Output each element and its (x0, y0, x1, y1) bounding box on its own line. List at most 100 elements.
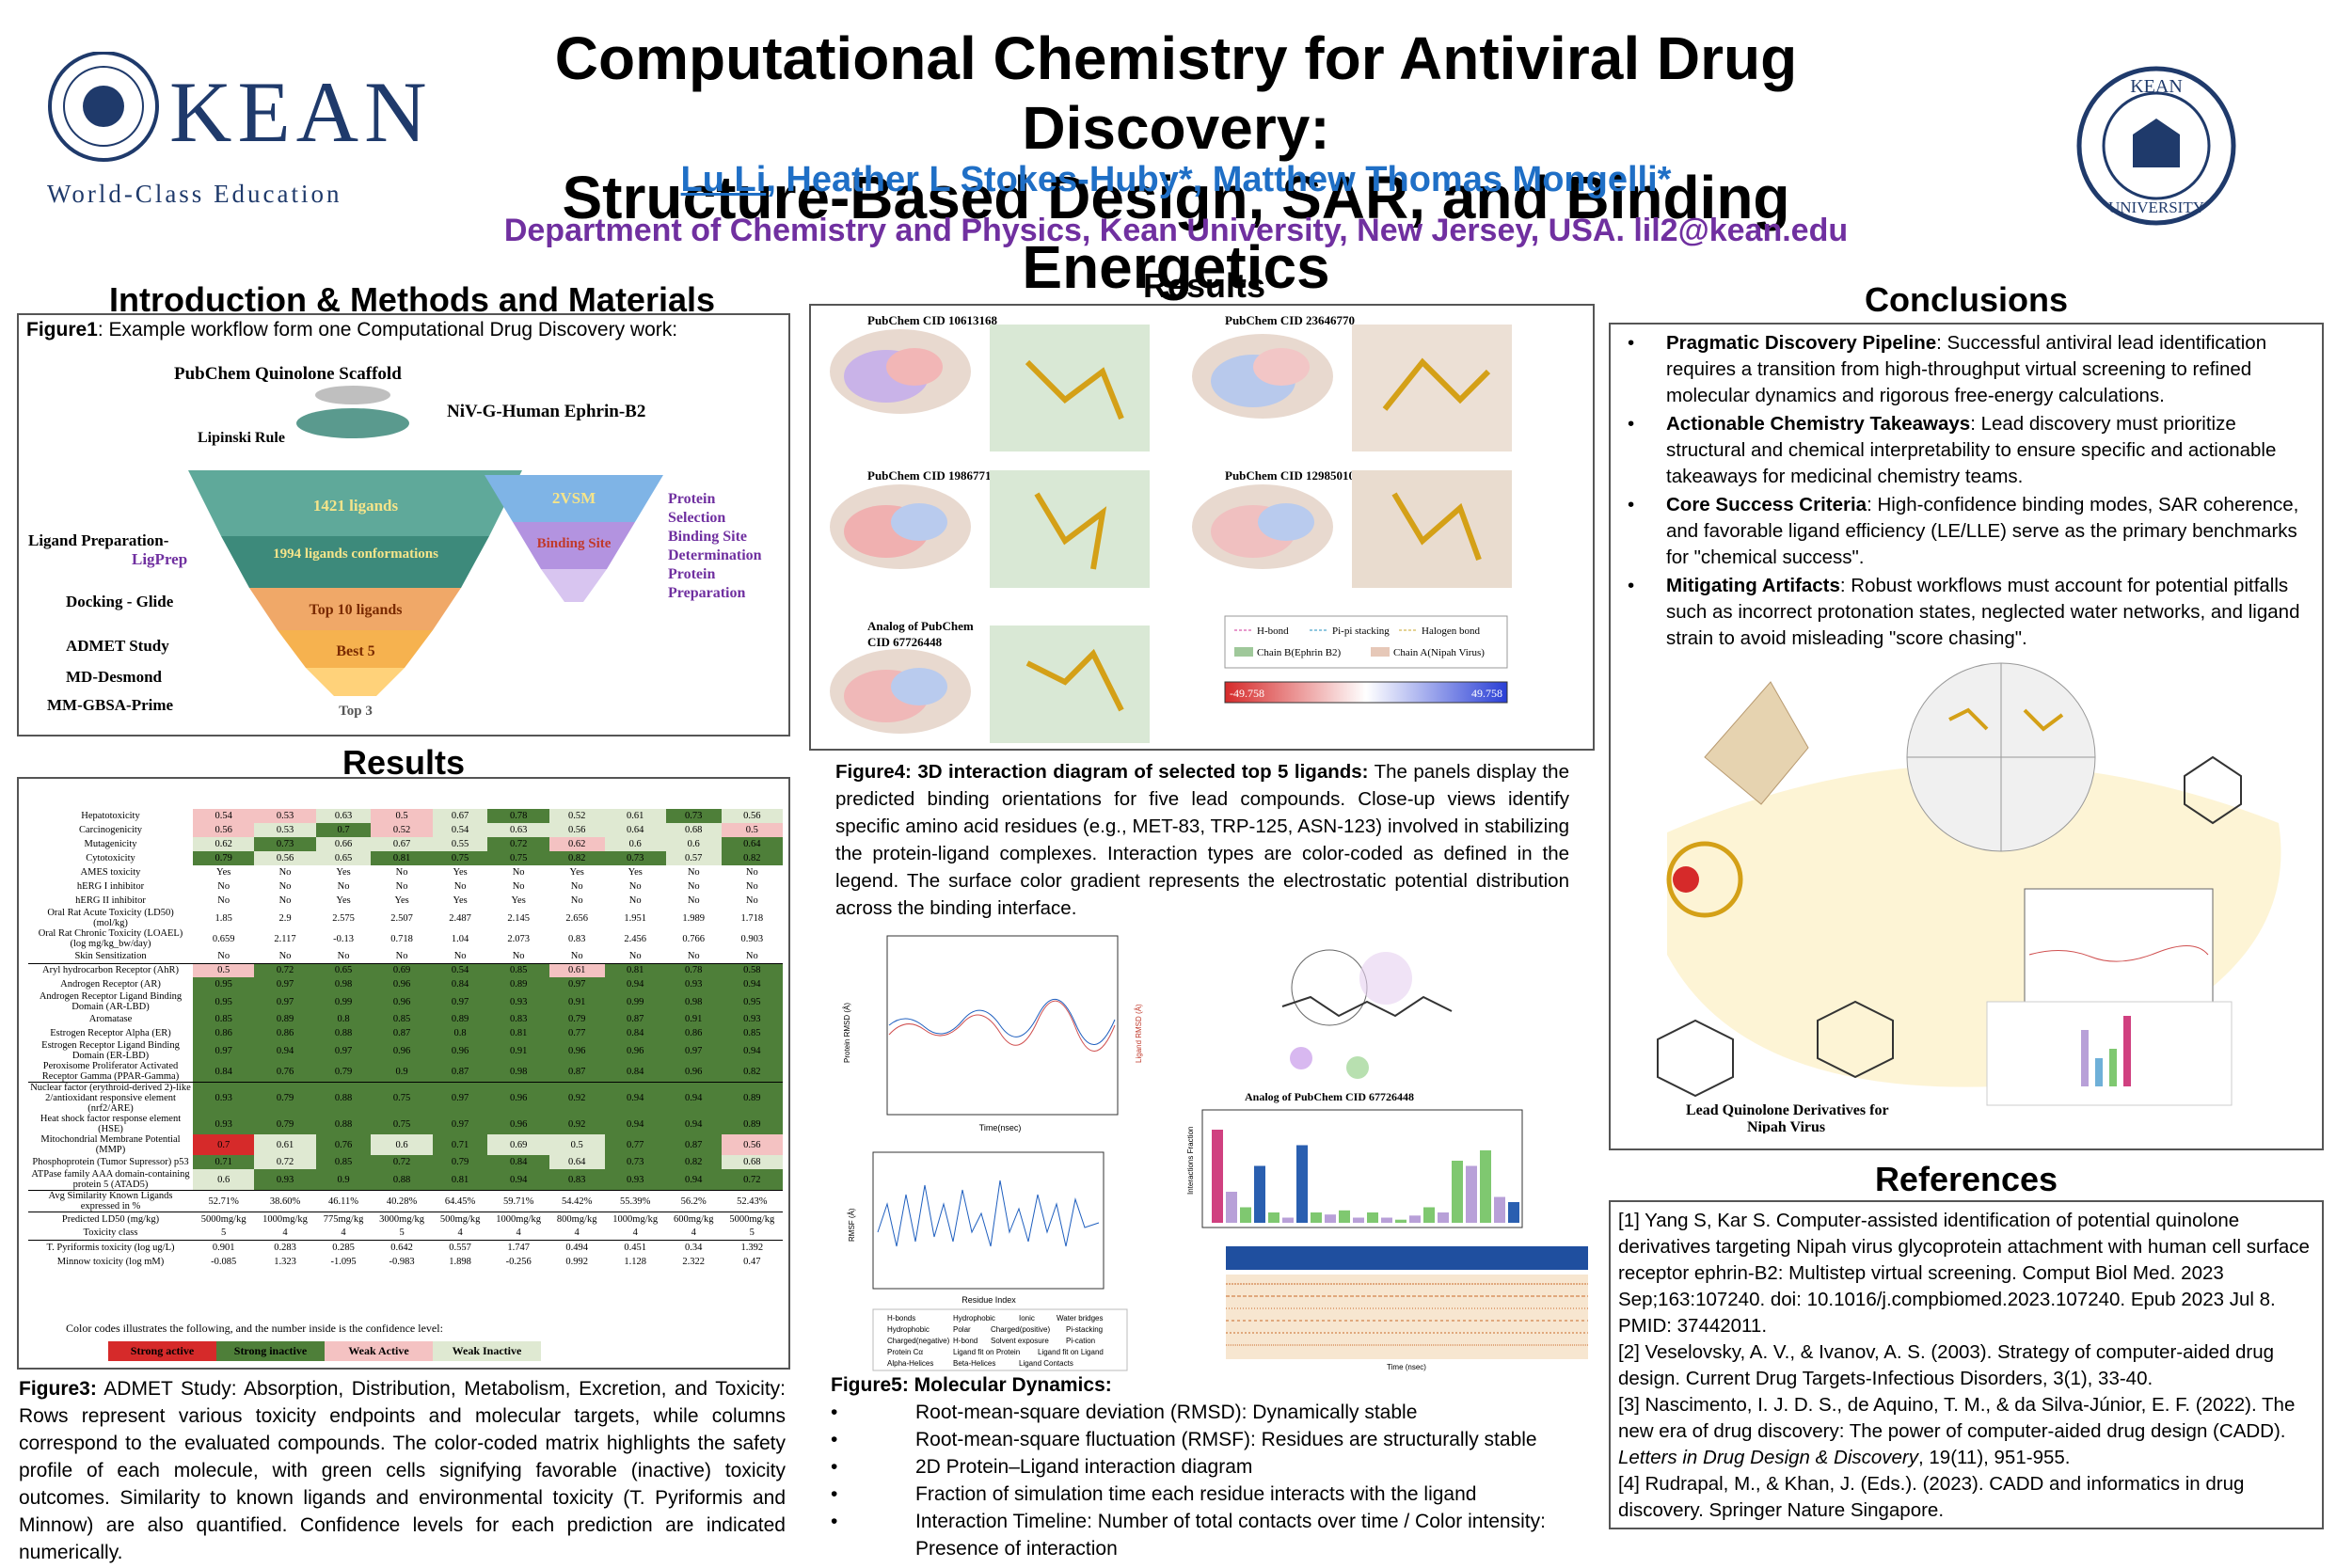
conclusion-item: • Mitigating Artifacts: Robust workflows … (1628, 575, 2300, 649)
admet-cell: 0.61 (604, 809, 666, 823)
references-panel: [1] Yang S, Kar S. Computer-assisted ide… (1609, 1200, 2324, 1529)
admet-cell: No (628, 950, 642, 961)
admet-cell: 4 (632, 1227, 638, 1239)
admet-cell: 0.96 (371, 977, 433, 991)
admet-cell: 0.97 (432, 1114, 488, 1134)
admet-cell: 0.82 (721, 851, 783, 865)
admet-cell: 0.83 (548, 1169, 605, 1191)
section-title-references: References (1874, 1160, 2058, 1198)
admet-cell: 1.128 (624, 1256, 647, 1267)
interaction-fraction-bars (1212, 1130, 1519, 1223)
admet-row: Skin Sensitization No No No No No No No No No No (28, 949, 783, 963)
panel-label-analog-1: Analog of PubChem (867, 619, 974, 633)
admet-cell: 0.79 (193, 851, 255, 865)
admet-cell: 52.71% (193, 1190, 255, 1212)
admet-cell: 0.75 (487, 851, 549, 865)
step-protein-5: Protein (668, 566, 715, 582)
figure-5-title: Figure5: Molecular Dynamics: (831, 1374, 1112, 1396)
admet-cell: 0.95 (721, 991, 783, 1012)
fraction-bar (1480, 1150, 1491, 1223)
legend-chain-b: Chain B(Ephrin B2) (1257, 647, 1342, 658)
fraction-bar (1395, 1219, 1406, 1223)
admet-cell: No (512, 867, 525, 878)
admet-cell: 800mg/kg (548, 1212, 605, 1227)
fraction-y-label: Interactions Fraction (1186, 1127, 1195, 1195)
admet-row: Hepatotoxicity 0.54 0.53 0.63 0.5 0.67 0.78 0.5… (28, 809, 783, 823)
admet-cell: 0.96 (548, 1040, 605, 1061)
legend-weak-active: Weak Active (325, 1341, 433, 1361)
admet-cell: 0.77 (604, 1134, 666, 1155)
admet-cell: 0.6 (371, 1134, 433, 1155)
fraction-bar (1240, 1207, 1251, 1223)
admet-cell: 0.65 (315, 851, 372, 865)
section-title-conclusions: Conclusions (1864, 280, 2069, 319)
admet-cell: 46.11% (315, 1190, 372, 1212)
first-author[interactable]: Lu Li (680, 160, 767, 199)
admet-row: Mitochondrial Membrane Potential (MMP) 0.… (28, 1134, 783, 1155)
admet-row: Androgen Receptor (AR) 0.95 0.97 0.98 0.96 0.… (28, 977, 783, 991)
admet-cell: 0.52 (371, 823, 433, 837)
admet-row: AMES toxicity Yes No Yes No Yes No Yes Yes No No (28, 865, 783, 879)
md-legend-water: Water bridges (1057, 1314, 1104, 1323)
admet-cell: 1.323 (274, 1256, 296, 1267)
rmsf-y-label: RMSF (Å) (848, 1208, 856, 1242)
admet-cell: 0.56 (548, 823, 605, 837)
admet-cell: 1.718 (740, 912, 764, 924)
fraction-bar (1423, 1207, 1435, 1223)
admet-cell: 5000mg/kg (193, 1212, 255, 1227)
admet-cell: No (278, 895, 292, 906)
admet-cell: 0.88 (315, 1082, 372, 1114)
admet-cell: 2.117 (274, 933, 296, 944)
admet-row-label: Skin Sensitization (74, 950, 147, 961)
admet-cell: 55.39% (604, 1190, 666, 1212)
admet-cell: 1.85 (215, 912, 232, 924)
admet-cell: 0.53 (254, 809, 316, 823)
reference-item: [2] Veselovsky, A. V., & Ivanov, A. S. (… (1618, 1341, 2274, 1389)
admet-cell: 0.93 (193, 1114, 255, 1134)
admet-cell: 0.72 (254, 1155, 316, 1169)
admet-cell: 0.67 (371, 837, 433, 851)
conclusion-item: • Pragmatic Discovery Pipeline: Successfu… (1628, 332, 2267, 406)
admet-cell: 0.93 (665, 977, 722, 991)
md-legend-hbond: H-bond (953, 1337, 977, 1345)
admet-row-label: Nuclear factor (erythroid-derived 2)-lik… (28, 1082, 193, 1114)
admet-cell: 0.93 (193, 1082, 255, 1114)
admet-cell: 64.45% (432, 1190, 488, 1212)
admet-cell: 0.9 (315, 1169, 372, 1191)
step-protein-4: Determination (668, 547, 762, 563)
admet-cell: 0.96 (487, 1114, 549, 1134)
md-legend-hbonds: H-bonds (887, 1314, 915, 1323)
fraction-bar (1438, 1212, 1449, 1223)
admet-cell: No (453, 950, 467, 961)
admet-cell: 0.79 (432, 1155, 488, 1169)
timeline-x-label: Time (nsec) (1387, 1363, 1426, 1371)
admet-cell: 0.81 (371, 851, 433, 865)
admet-cell: 0.94 (721, 977, 783, 991)
admet-cell: No (337, 881, 350, 892)
admet-cell: 0.56 (721, 1134, 783, 1155)
admet-row: Androgen Receptor Ligand Binding Domain … (28, 991, 783, 1012)
admet-cell: 0.56 (193, 823, 255, 837)
admet-cell: No (217, 950, 230, 961)
panel-label-cid-23646770: PubChem CID 23646770 (1225, 313, 1355, 327)
admet-row: Phosphoprotein (Tumor Supressor) p53 0.71… (28, 1155, 783, 1169)
admet-row: Avg Similarity Known Ligands expressed i… (28, 1190, 783, 1212)
admet-cell: 1.392 (721, 1240, 783, 1255)
admet-cell: 0.97 (432, 1082, 488, 1114)
admet-row-label: Mutagenicity (84, 839, 137, 849)
admet-cell: 0.64 (604, 823, 666, 837)
admet-cell: 0.56 (721, 809, 783, 823)
admet-row-label: hERG II inhibitor (75, 895, 146, 906)
admet-row: hERG I inhibitor No No No No No No No No No No (28, 879, 783, 894)
admet-row-label: Oral Rat Chronic Toxicity (LOAEL) (log m… (38, 928, 183, 949)
fraction-bar (1353, 1217, 1364, 1223)
admet-cell: 0.76 (315, 1134, 372, 1155)
admet-cell: 0.97 (254, 991, 316, 1012)
figure-3-caption: Figure3: ADMET Study: Absorption, Distri… (19, 1378, 786, 1563)
admet-row: Estrogen Receptor Alpha (ER) 0.86 0.86 0.88… (28, 1026, 783, 1040)
admet-cell: 0.85 (193, 1012, 255, 1026)
admet-cell: 0.79 (254, 1082, 316, 1114)
admet-row-label: T. Pyriformis toxicity (log ug/L) (28, 1240, 193, 1255)
admet-row-label: Minnow toxicity (log mM) (56, 1256, 165, 1267)
admet-row-label: Androgen Receptor (AR) (60, 979, 161, 990)
